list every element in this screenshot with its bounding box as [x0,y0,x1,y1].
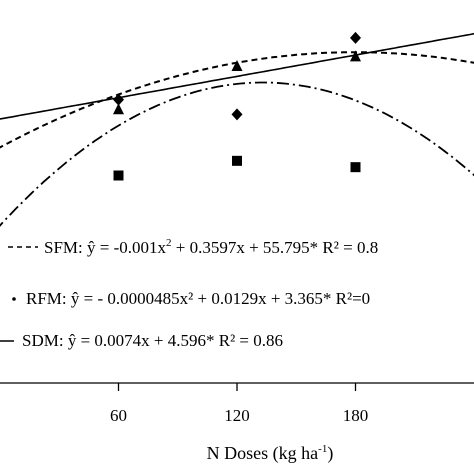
rfm-legend-dot [12,297,16,301]
x-axis-title: N Doses (kg ha-1) [207,443,334,464]
x-tick-label-120: 120 [224,406,250,425]
rfm-fit-curve [0,81,474,227]
sdm-point-60 [113,103,124,115]
sdm-point-120 [231,60,243,71]
rfm-point-120 [232,155,242,166]
legend: SFM: ŷ = -0.001x2 + 0.3597x + 55.795* R²… [0,237,378,350]
rfm-equation: RFM: ŷ = - 0.0000485x² + 0.0129x + 3.365… [26,289,370,308]
x-tick-label-180: 180 [343,406,369,425]
sdm-point-180 [350,50,361,62]
sdm-equation: SDM: ŷ = 0.0074x + 4.596* R² = 0.86 [22,331,283,350]
sfm-point-180 [350,31,361,44]
sfm-point-60 [113,93,124,106]
sdm-fit-line [0,32,474,120]
sfm-point-120 [231,108,243,121]
sfm-equation: SFM: ŷ = -0.001x2 + 0.3597x + 55.795* R²… [44,237,378,257]
rfm-point-60 [113,170,124,181]
rfm-point-180 [350,162,361,173]
data-markers [113,31,361,181]
x-axis-ticks: 60 120 180 [110,383,368,425]
x-tick-label-60: 60 [110,406,127,425]
